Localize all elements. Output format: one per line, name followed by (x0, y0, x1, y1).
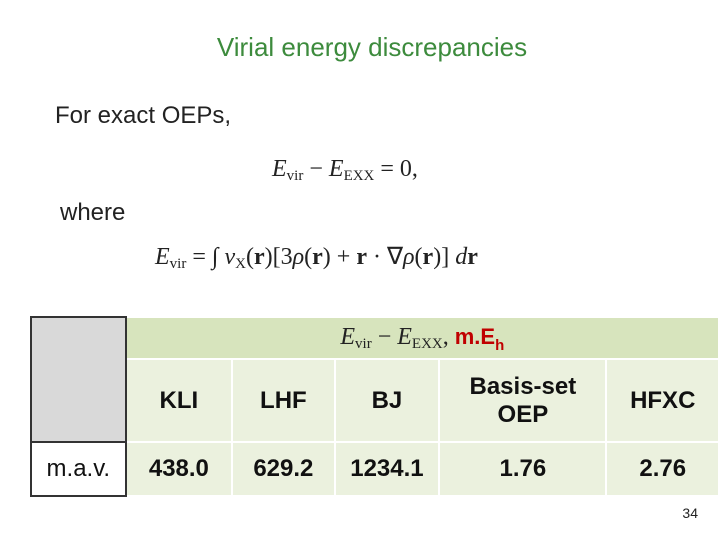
intro-text: For exact OEPs, (55, 102, 232, 129)
cell: 1.76 (438, 441, 608, 497)
symbol: v (224, 244, 236, 270)
column-header: KLI (124, 358, 234, 443)
results-table: Evir − EEXX, m.Eh KLI LHF BJ Basis-set O… (30, 316, 720, 497)
header-math: Evir − EEXX, (340, 323, 455, 352)
where-text: where (60, 199, 126, 226)
symbol: r (253, 244, 265, 270)
operator: − (303, 156, 329, 182)
symbol: ρ (403, 244, 415, 270)
subscript: X (235, 256, 246, 272)
symbol: r (312, 244, 323, 270)
unit-subscript: h (495, 336, 505, 354)
symbol: r (356, 244, 367, 270)
row-header: m.a.v. (30, 441, 127, 497)
symbol: d (455, 244, 468, 270)
subscript: vir (169, 256, 187, 272)
cell: 1234.1 (333, 441, 441, 497)
unit: m.E (454, 323, 496, 349)
column-header: BJ (333, 358, 441, 443)
corner-cell (30, 316, 127, 443)
cell: 2.76 (605, 441, 720, 497)
column-header: HFXC (605, 358, 720, 443)
cell: 629.2 (231, 441, 336, 497)
operator: = ∫ (186, 244, 225, 270)
subscript: vir (286, 168, 304, 184)
subscript: EXX (411, 335, 443, 352)
symbol: ρ (292, 244, 305, 270)
operator: − (371, 323, 398, 350)
operator: · ∇ (366, 244, 404, 270)
operator: ( (304, 244, 313, 270)
page-number: 34 (682, 505, 698, 521)
header-cell: Evir − EEXX, m.Eh (124, 316, 720, 360)
cell: 438.0 (124, 441, 234, 497)
operator: ( (245, 244, 254, 270)
symbol: r (467, 244, 478, 270)
operator: )] (433, 244, 456, 270)
operator: , (442, 323, 455, 350)
symbol: r (422, 244, 434, 270)
symbol: E (272, 156, 287, 182)
operator: ) + (322, 244, 357, 270)
operator: = 0, (374, 156, 418, 182)
column-header: LHF (231, 358, 336, 443)
column-header: Basis-set OEP (438, 358, 608, 443)
operator: )[3 (264, 244, 293, 270)
symbol: E (397, 323, 412, 350)
equation: Evir = ∫ vX(r)[3ρ(r) + r · ∇ρ(r)] dr (155, 242, 478, 273)
subscript: EXX (343, 168, 375, 184)
operator: ( (414, 244, 423, 270)
symbol: E (328, 156, 344, 182)
subscript: vir (355, 335, 372, 352)
symbol: E (340, 323, 356, 350)
title: Virial energy discrepancies (216, 32, 528, 62)
equation: Evir − EEXX = 0, (272, 156, 418, 185)
symbol: E (155, 244, 170, 270)
